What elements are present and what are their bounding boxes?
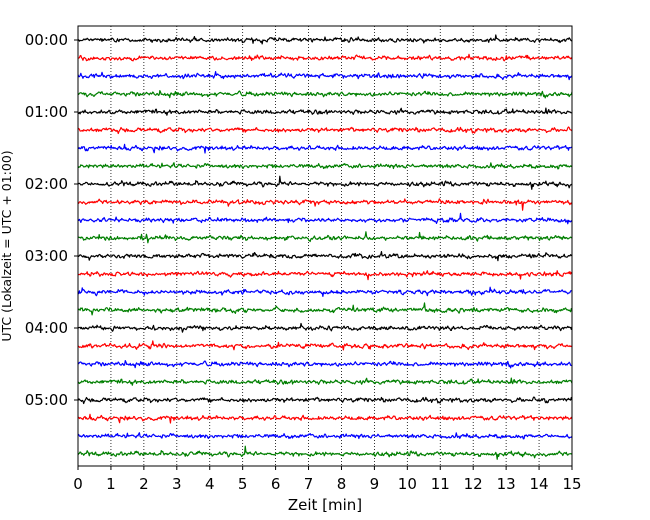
trace-row-21 (77, 413, 573, 424)
plot-frame (77, 25, 573, 467)
trace-row-18 (77, 360, 573, 369)
trace-row-1 (77, 53, 573, 62)
y-tick-label-4: 04:00 (25, 319, 68, 337)
trace-row-5 (77, 126, 573, 135)
trace-row-15 (77, 302, 573, 316)
trace-row-4 (77, 107, 573, 116)
trace-row-22 (77, 432, 573, 440)
x-tick-label-0: 0 (73, 475, 83, 493)
trace-row-12 (77, 251, 573, 262)
y-tick-label-2: 02:00 (25, 175, 68, 193)
y-tick-label-0: 00:00 (25, 31, 68, 49)
trace-row-19 (77, 377, 573, 386)
x-tick-label-7: 7 (304, 475, 314, 493)
x-tick-label-14: 14 (530, 475, 549, 493)
trace-row-10 (77, 212, 573, 225)
vertical-gridlines (110, 26, 540, 466)
x-tick-label-10: 10 (398, 475, 417, 493)
x-tick-label-12: 12 (464, 475, 483, 493)
x-axis-title: Zeit [min] (288, 496, 362, 514)
x-tick-label-9: 9 (370, 475, 380, 493)
x-tick-label-6: 6 (271, 475, 281, 493)
y-tick-label-1: 01:00 (25, 103, 68, 121)
seismic-traces (77, 34, 573, 460)
x-tick-label-4: 4 (205, 475, 215, 493)
y-tick-label-5: 05:00 (25, 391, 68, 409)
trace-row-14 (77, 286, 573, 297)
trace-row-6 (77, 143, 573, 154)
x-tick-label-11: 11 (431, 475, 450, 493)
trace-row-17 (77, 340, 573, 351)
x-tick-label-8: 8 (337, 475, 347, 493)
y-axis-ticks: 00:00 01:00 02:00 03:00 04:00 05:00 (25, 31, 78, 409)
trace-row-7 (77, 162, 573, 170)
trace-row-0 (77, 34, 573, 45)
trace-row-20 (77, 396, 573, 405)
y-axis-title: UTC (Lokalzeit = UTC + 01:00) (0, 150, 14, 341)
trace-row-16 (77, 322, 573, 333)
trace-row-8 (77, 175, 573, 190)
trace-row-13 (77, 270, 573, 281)
trace-row-2 (77, 71, 573, 81)
x-tick-label-13: 13 (497, 475, 516, 493)
x-tick-label-5: 5 (238, 475, 248, 493)
x-tick-label-2: 2 (139, 475, 149, 493)
x-tick-label-15: 15 (562, 475, 581, 493)
y-tick-label-3: 03:00 (25, 247, 68, 265)
x-tick-label-1: 1 (106, 475, 116, 493)
trace-row-11 (77, 231, 573, 244)
x-axis-ticks: 0 1 2 3 4 5 6 7 8 9 10 11 12 13 14 15 (73, 466, 582, 493)
trace-row-3 (77, 90, 573, 99)
trace-row-9 (77, 198, 573, 211)
x-tick-label-3: 3 (172, 475, 182, 493)
trace-row-23 (77, 445, 573, 460)
